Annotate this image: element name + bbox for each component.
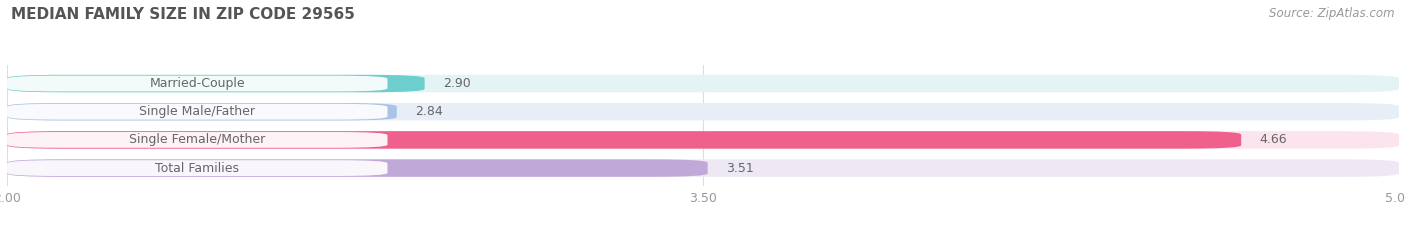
FancyBboxPatch shape xyxy=(7,75,1399,92)
FancyBboxPatch shape xyxy=(7,75,425,92)
FancyBboxPatch shape xyxy=(7,159,1399,177)
FancyBboxPatch shape xyxy=(7,132,388,148)
FancyBboxPatch shape xyxy=(7,131,1399,149)
Text: 2.84: 2.84 xyxy=(415,105,443,118)
Text: Single Male/Father: Single Male/Father xyxy=(139,105,256,118)
Text: Married-Couple: Married-Couple xyxy=(149,77,245,90)
FancyBboxPatch shape xyxy=(7,104,388,120)
FancyBboxPatch shape xyxy=(7,160,388,176)
Text: Single Female/Mother: Single Female/Mother xyxy=(129,134,266,146)
Text: Total Families: Total Families xyxy=(155,161,239,175)
Text: 2.90: 2.90 xyxy=(443,77,471,90)
Text: 4.66: 4.66 xyxy=(1260,134,1288,146)
FancyBboxPatch shape xyxy=(7,159,707,177)
Text: Source: ZipAtlas.com: Source: ZipAtlas.com xyxy=(1270,7,1395,20)
Text: 3.51: 3.51 xyxy=(725,161,754,175)
Text: MEDIAN FAMILY SIZE IN ZIP CODE 29565: MEDIAN FAMILY SIZE IN ZIP CODE 29565 xyxy=(11,7,356,22)
FancyBboxPatch shape xyxy=(7,103,1399,120)
FancyBboxPatch shape xyxy=(7,76,388,91)
FancyBboxPatch shape xyxy=(7,103,396,120)
FancyBboxPatch shape xyxy=(7,131,1241,149)
